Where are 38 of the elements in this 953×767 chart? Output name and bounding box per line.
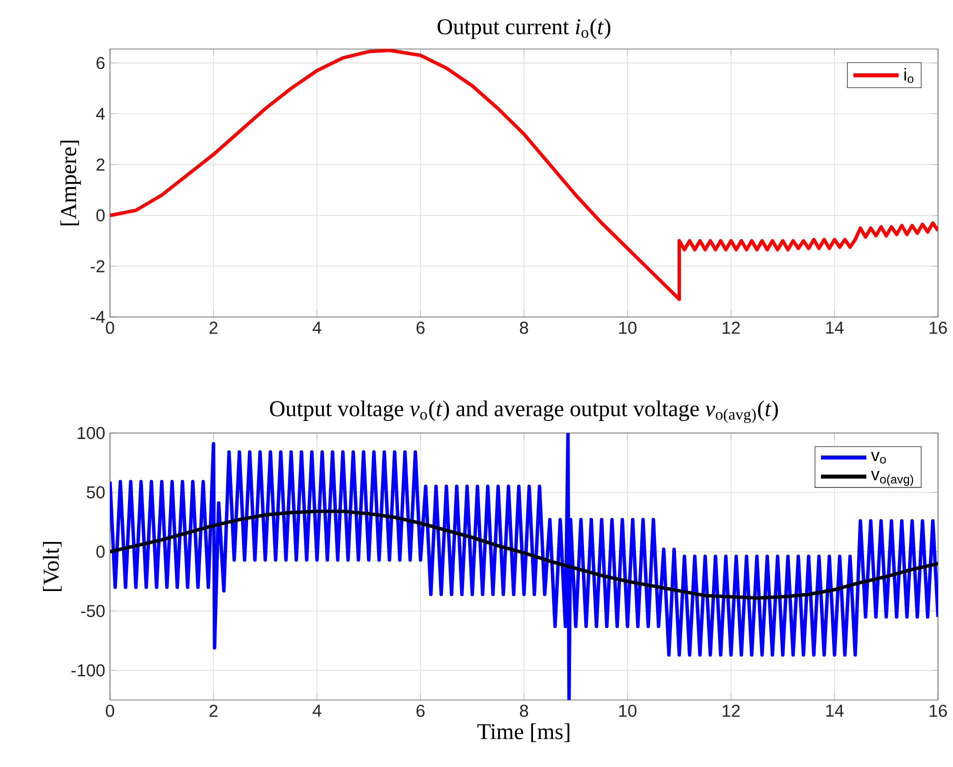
x-tick-label: 16 <box>930 704 947 717</box>
x-tick-label: 6 <box>416 322 425 334</box>
x-tick-label: 14 <box>826 322 844 334</box>
y-axis-title: [Volt] <box>42 542 62 591</box>
x-tick-label: 2 <box>210 322 218 334</box>
x-tick-label: 10 <box>619 322 636 334</box>
x-tick-label: 12 <box>722 322 740 334</box>
legend-label: i$_{o}$ <box>904 68 914 83</box>
y-tick-label: 6 <box>96 56 105 70</box>
x-tick-label: 10 <box>619 704 636 717</box>
x-tick-label: 0 <box>106 322 114 334</box>
chart-title: Output current i$_{o}$(t) <box>438 18 610 39</box>
y-tick-label: -50 <box>81 604 105 618</box>
chart-title: Output voltage v$_{o}$(t) and average output voltage v$_{o(avg)}$(t) <box>270 400 778 423</box>
x-tick-label: 2 <box>210 704 218 717</box>
x-tick-label: 8 <box>520 704 528 717</box>
x-tick-label: 12 <box>722 704 740 717</box>
y-tick-label: -100 <box>72 664 105 676</box>
legend-label: v$_{o(avg)}$ <box>871 471 914 486</box>
x-tick-label: 14 <box>826 704 844 717</box>
y-tick-label: 50 <box>86 486 105 498</box>
x-tick-label: 6 <box>416 704 425 717</box>
x-tick-label: 16 <box>930 322 947 334</box>
legend-label: v$_{o}$ <box>871 452 886 464</box>
y-tick-label: 0 <box>96 209 105 222</box>
x-tick-label: 0 <box>106 704 114 717</box>
y-tick-label: -4 <box>90 311 105 323</box>
x-tick-label: 4 <box>312 704 322 717</box>
y-axis-title: [Ampere] <box>60 140 81 226</box>
x-axis-title: Time [ms] <box>477 723 570 742</box>
y-tick-label: 100 <box>78 426 105 440</box>
y-tick-label: 0 <box>96 546 105 558</box>
x-tick-label: 8 <box>520 322 528 334</box>
y-tick-label: 4 <box>96 108 105 120</box>
x-tick-label: 4 <box>312 322 322 334</box>
y-tick-label: 2 <box>96 158 104 171</box>
y-tick-label: -2 <box>90 260 104 272</box>
line-series <box>110 433 938 700</box>
